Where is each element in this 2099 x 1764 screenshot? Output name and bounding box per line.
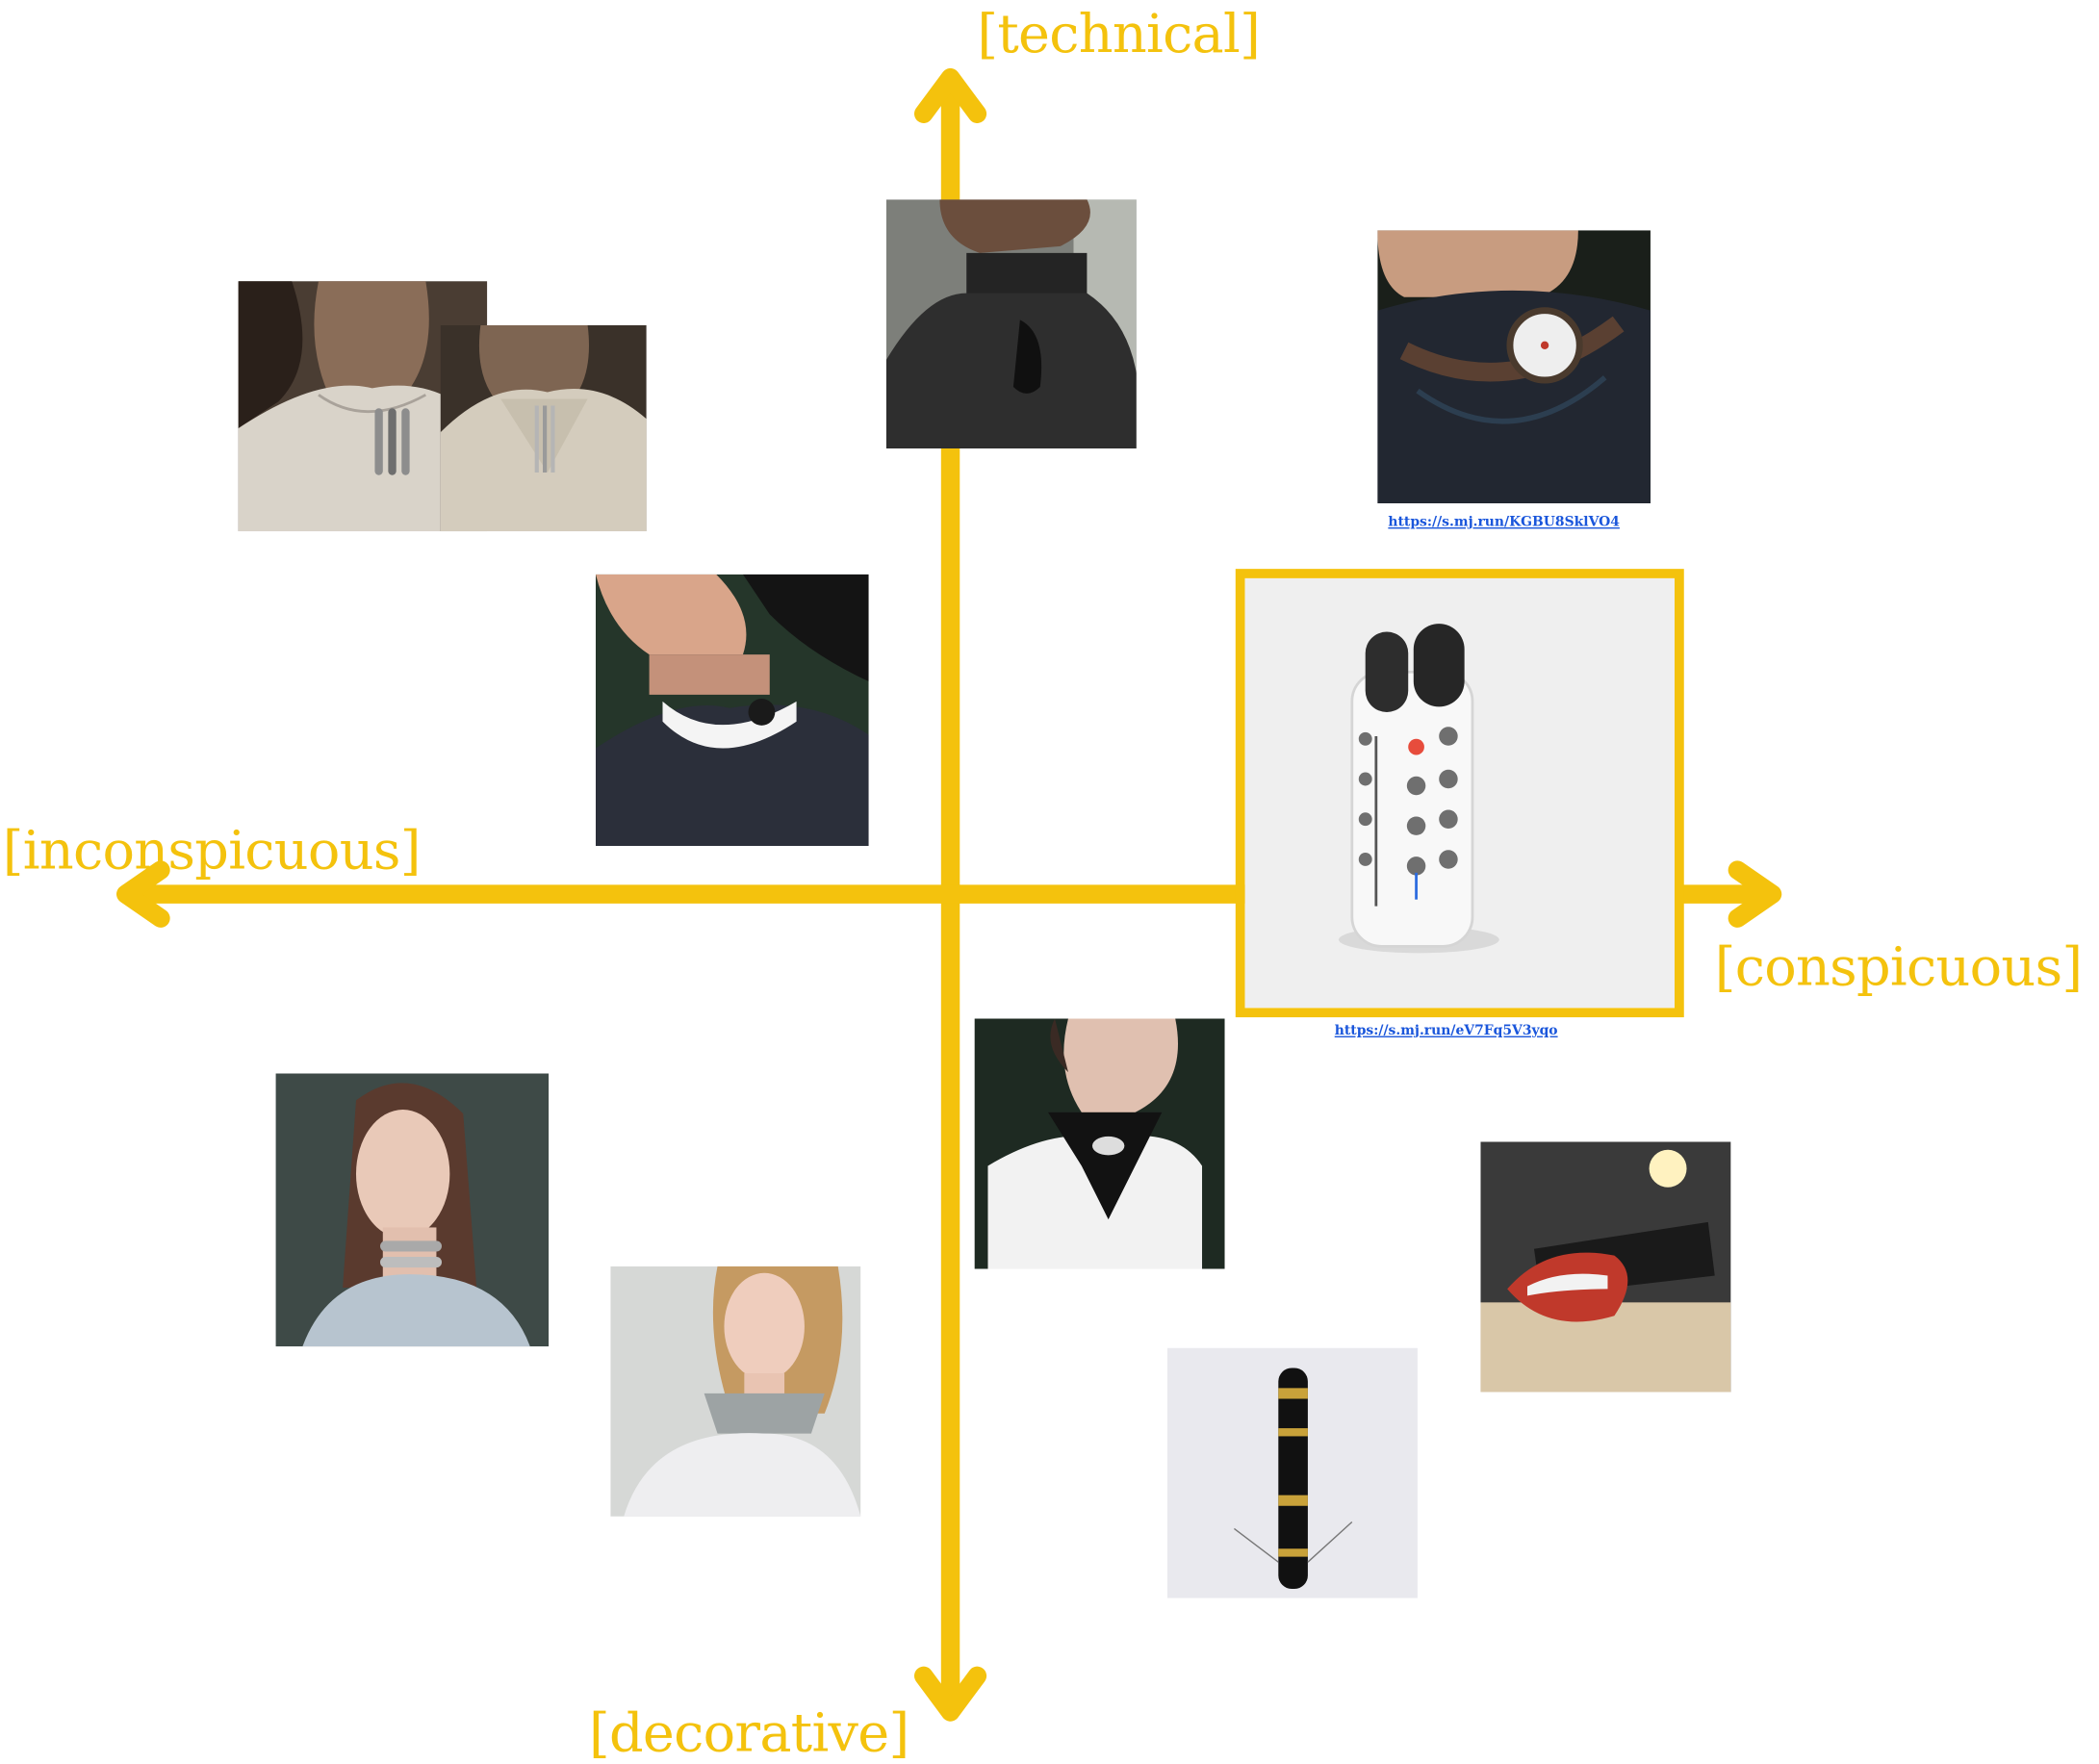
white-collar-photo [610, 1265, 861, 1517]
remote-device-link[interactable]: https://s.mj.run/eV7Fq5V3yqo [1334, 1024, 1558, 1039]
collar-pin-closeup-photo [440, 324, 647, 532]
selected-image-frame [1235, 569, 1684, 1018]
metal-collar-photo [275, 1073, 550, 1347]
arrow-left-icon [116, 860, 170, 928]
axis-label-decorative: [decorative] [588, 1702, 909, 1764]
arrow-right-icon [1728, 860, 1782, 928]
arrow-up-icon [913, 67, 987, 123]
axis-label-conspicuous: [conspicuous] [1714, 936, 2083, 999]
mouth-strap-photo [1480, 1141, 1731, 1393]
axis-label-technical: [technical] [977, 4, 1261, 66]
neck-device-photo [595, 574, 869, 847]
gold-tube-photo [1166, 1347, 1418, 1598]
steampunk-choker-link[interactable]: https://s.mj.run/KGBU8SklVO4 [1388, 515, 1620, 530]
arrow-down-icon [913, 1666, 987, 1722]
axis-label-inconspicuous: [inconspicuous] [2, 820, 422, 882]
lace-choker-photo [974, 1018, 1225, 1269]
remote-device-photo [1244, 577, 1676, 1009]
steampunk-choker-photo [1377, 230, 1651, 503]
black-collar-photo [885, 199, 1137, 448]
